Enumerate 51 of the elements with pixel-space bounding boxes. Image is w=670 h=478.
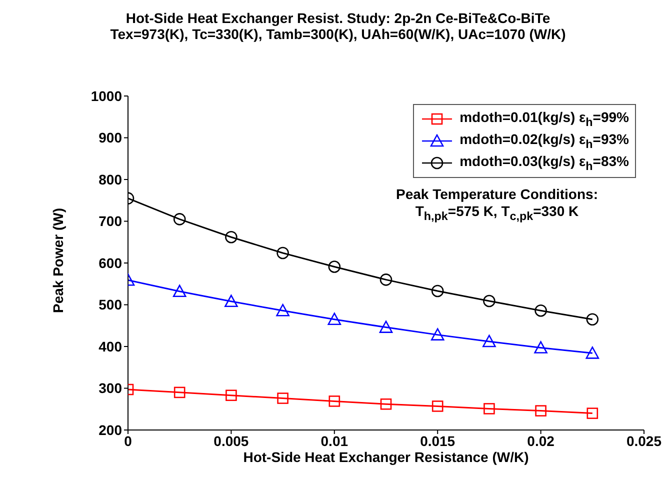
x-tick-label: 0.025	[626, 432, 662, 449]
point	[173, 213, 186, 226]
legend-label: mdoth=0.01(kg/s) ε$_{h}$=99%	[460, 109, 629, 129]
point	[225, 230, 238, 244]
x-tick-label: 0.005	[214, 432, 249, 449]
point	[226, 390, 237, 401]
point	[586, 313, 599, 326]
point	[174, 386, 186, 398]
point	[482, 334, 496, 348]
point	[483, 294, 496, 308]
point	[380, 274, 392, 286]
point	[380, 398, 392, 410]
point	[534, 341, 548, 354]
y-tick-label: 800	[98, 171, 122, 188]
point	[328, 396, 340, 407]
annotation: Peak Temperature Conditions:	[394, 186, 599, 203]
y-tick-label: 500	[98, 296, 122, 313]
chart-subtitle: Tex=973(K), Tc=330(K), Tamb=300(K), UAh=60(W/K), UAc=1070 (W/K)	[109, 26, 567, 42]
point	[379, 320, 393, 333]
point	[224, 294, 238, 308]
y-tick-label: 400	[98, 338, 122, 354]
x-axis-title: Hot-Side Heat Exchanger Resistance (W/K)	[243, 449, 529, 465]
y-tick-label: 600	[98, 254, 122, 271]
y-tick-label: 200	[98, 422, 122, 438]
point	[276, 304, 290, 316]
point	[534, 304, 547, 317]
point	[535, 405, 546, 416]
y-tick-label: 900	[98, 130, 122, 146]
x-tick-label: 0.01	[320, 432, 348, 449]
x-tick-label: 0.015	[420, 432, 456, 449]
y-tick-label: 700	[98, 213, 122, 230]
point	[172, 284, 186, 298]
point	[484, 403, 495, 414]
legend-label: mdoth=0.02(kg/s) ε$_{h}$=93%	[460, 131, 629, 151]
y-axis-title: Peak Power (W)	[50, 208, 66, 313]
y-tick-label: 1000	[90, 88, 122, 104]
point	[328, 260, 341, 273]
point	[328, 312, 342, 326]
point	[586, 346, 600, 359]
point	[432, 400, 444, 412]
x-tick-label: 0	[124, 432, 132, 449]
point	[277, 392, 288, 404]
x-tick-label: 0.02	[527, 432, 555, 449]
point	[276, 246, 289, 260]
point	[586, 408, 598, 419]
point	[431, 284, 444, 298]
y-tick-label: 300	[98, 380, 122, 396]
legend-label: mdoth=0.03(kg/s) ε$_{h}$=83%	[460, 153, 629, 173]
chart-title: Hot-Side Heat Exchanger Resist. Study: 2p-2n Ce-BiTe&Co-BiTe	[124, 10, 552, 26]
annotation: T$_{h,pk}$=575 K, T$_{c,pk}$=330 K	[414, 203, 580, 225]
point	[430, 328, 444, 340]
